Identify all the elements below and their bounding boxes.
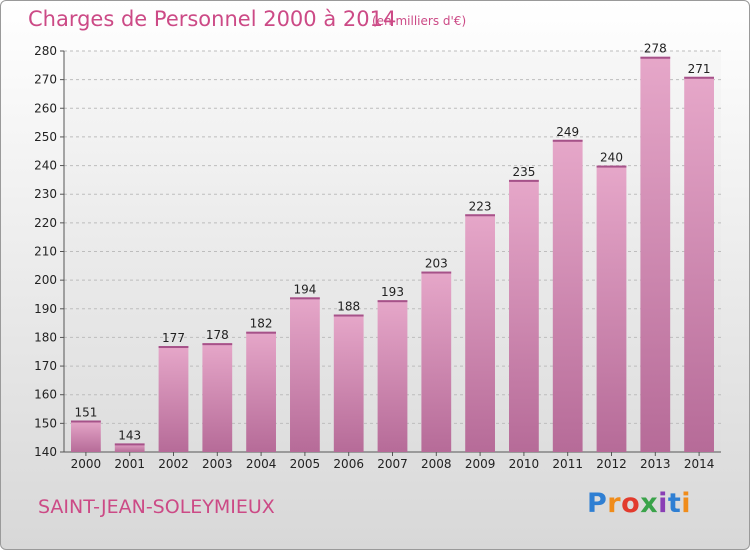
data-label: 235 bbox=[512, 165, 535, 179]
data-label: 151 bbox=[74, 405, 97, 419]
y-tick-label: 160 bbox=[34, 388, 57, 402]
data-label: 249 bbox=[556, 125, 579, 139]
x-tick-label: 2009 bbox=[465, 457, 496, 471]
bar-top-edge bbox=[246, 331, 276, 334]
logo-letter: x bbox=[640, 488, 659, 519]
y-tick-label: 260 bbox=[34, 101, 57, 115]
commune-name: SAINT-JEAN-SOLEYMIEUX bbox=[38, 496, 275, 518]
bar bbox=[114, 443, 145, 452]
bar-top-edge bbox=[333, 314, 364, 317]
bar-top-edge bbox=[202, 343, 233, 346]
x-tick-label: 2010 bbox=[509, 457, 540, 471]
bar bbox=[377, 300, 408, 452]
x-tick-label: 2000 bbox=[71, 457, 102, 471]
bar bbox=[71, 420, 101, 452]
data-label: 203 bbox=[425, 257, 448, 271]
logo-letter: P bbox=[587, 488, 608, 519]
data-label: 193 bbox=[381, 285, 404, 299]
data-label: 188 bbox=[337, 300, 360, 314]
logo-letter: r bbox=[607, 488, 622, 519]
y-tick-label: 250 bbox=[34, 130, 57, 144]
y-tick-label: 140 bbox=[34, 445, 57, 459]
logo-letter: i bbox=[681, 488, 692, 519]
x-tick-label: 2006 bbox=[333, 457, 364, 471]
data-label: 278 bbox=[644, 42, 667, 56]
bar-top-edge bbox=[509, 179, 539, 182]
bar bbox=[596, 165, 627, 453]
x-tick-label: 2012 bbox=[596, 457, 627, 471]
bar-top-edge bbox=[71, 420, 101, 423]
data-label: 240 bbox=[600, 151, 623, 165]
y-tick-label: 270 bbox=[34, 73, 57, 87]
proxiti-logo: Proxiti bbox=[587, 488, 691, 519]
chart-subtitle: (en milliers d'€) bbox=[372, 14, 467, 28]
x-tick-label: 2003 bbox=[202, 457, 233, 471]
bar-top-edge bbox=[552, 139, 583, 142]
x-tick-label: 2001 bbox=[114, 457, 145, 471]
bar bbox=[333, 314, 364, 452]
bar-top-edge bbox=[158, 346, 189, 349]
y-tick-label: 230 bbox=[34, 187, 57, 201]
logo-letter: t bbox=[667, 488, 682, 519]
bar bbox=[465, 214, 495, 452]
bar-top-edge bbox=[290, 297, 320, 300]
y-tick-label: 170 bbox=[34, 359, 57, 373]
y-tick-label: 220 bbox=[34, 216, 57, 230]
x-tick-label: 2002 bbox=[158, 457, 189, 471]
y-tick-label: 280 bbox=[34, 44, 57, 58]
data-label: 178 bbox=[206, 328, 229, 342]
bar bbox=[158, 346, 189, 452]
y-tick-label: 190 bbox=[34, 302, 57, 316]
logo-letter: i bbox=[658, 488, 668, 519]
bar-top-edge bbox=[114, 443, 145, 446]
bar-top-edge bbox=[596, 165, 627, 168]
data-label: 271 bbox=[688, 62, 711, 76]
data-label: 182 bbox=[250, 317, 273, 331]
y-tick-label: 150 bbox=[34, 416, 57, 430]
x-tick-label: 2011 bbox=[552, 457, 583, 471]
data-label: 223 bbox=[469, 199, 492, 213]
bar bbox=[640, 56, 671, 452]
bar-top-edge bbox=[684, 76, 714, 79]
x-tick-label: 2008 bbox=[421, 457, 452, 471]
y-tick-label: 210 bbox=[34, 245, 57, 259]
x-tick-label: 2013 bbox=[640, 457, 671, 471]
x-tick-label: 2014 bbox=[684, 457, 715, 471]
bar bbox=[246, 331, 276, 452]
bar-top-edge bbox=[640, 56, 671, 59]
chart-title: Charges de Personnel 2000 à 2014 bbox=[28, 7, 397, 31]
x-tick-label: 2007 bbox=[377, 457, 408, 471]
bar bbox=[421, 271, 452, 452]
bar bbox=[684, 76, 714, 453]
bar bbox=[552, 139, 583, 453]
bar-top-edge bbox=[377, 300, 408, 303]
y-tick-label: 200 bbox=[34, 273, 57, 287]
data-label: 194 bbox=[293, 282, 316, 296]
bar-top-edge bbox=[421, 271, 452, 274]
bar bbox=[509, 179, 539, 452]
bar-top-edge bbox=[465, 214, 495, 217]
y-tick-label: 180 bbox=[34, 330, 57, 344]
x-tick-label: 2004 bbox=[246, 457, 277, 471]
logo-letter: o bbox=[621, 488, 641, 519]
x-tick-label: 2005 bbox=[290, 457, 321, 471]
data-label: 143 bbox=[118, 428, 141, 442]
bar bbox=[290, 297, 320, 452]
data-label: 177 bbox=[162, 331, 185, 345]
y-tick-label: 240 bbox=[34, 159, 57, 173]
bar bbox=[202, 343, 233, 452]
